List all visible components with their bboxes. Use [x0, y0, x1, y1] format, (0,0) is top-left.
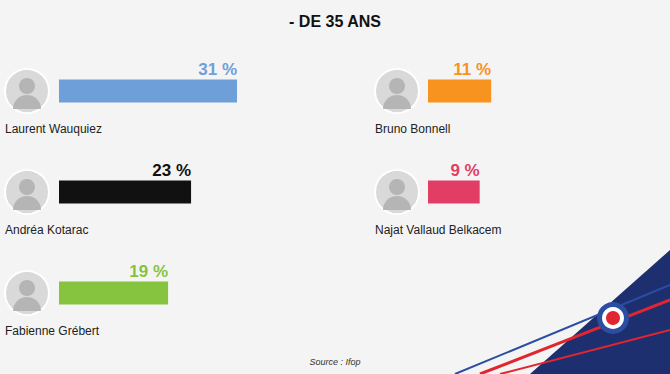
- svg-text:11 %: 11 %: [453, 60, 491, 79]
- svg-text:- DE 35 ANS: - DE 35 ANS: [289, 13, 381, 30]
- svg-text:Andréa Kotarac: Andréa Kotarac: [5, 223, 88, 237]
- svg-text:9 %: 9 %: [450, 161, 479, 180]
- svg-text:Laurent Wauquiez: Laurent Wauquiez: [5, 122, 102, 136]
- svg-text:23 %: 23 %: [152, 161, 191, 180]
- svg-text:31 %: 31 %: [198, 60, 237, 79]
- svg-text:Source : Ifop: Source : Ifop: [309, 357, 360, 367]
- svg-text:Najat Vallaud Belkacem: Najat Vallaud Belkacem: [375, 223, 502, 237]
- svg-text:Bruno Bonnell: Bruno Bonnell: [375, 122, 450, 136]
- svg-text:19 %: 19 %: [129, 262, 168, 281]
- svg-text:Fabienne Grébert: Fabienne Grébert: [5, 324, 100, 338]
